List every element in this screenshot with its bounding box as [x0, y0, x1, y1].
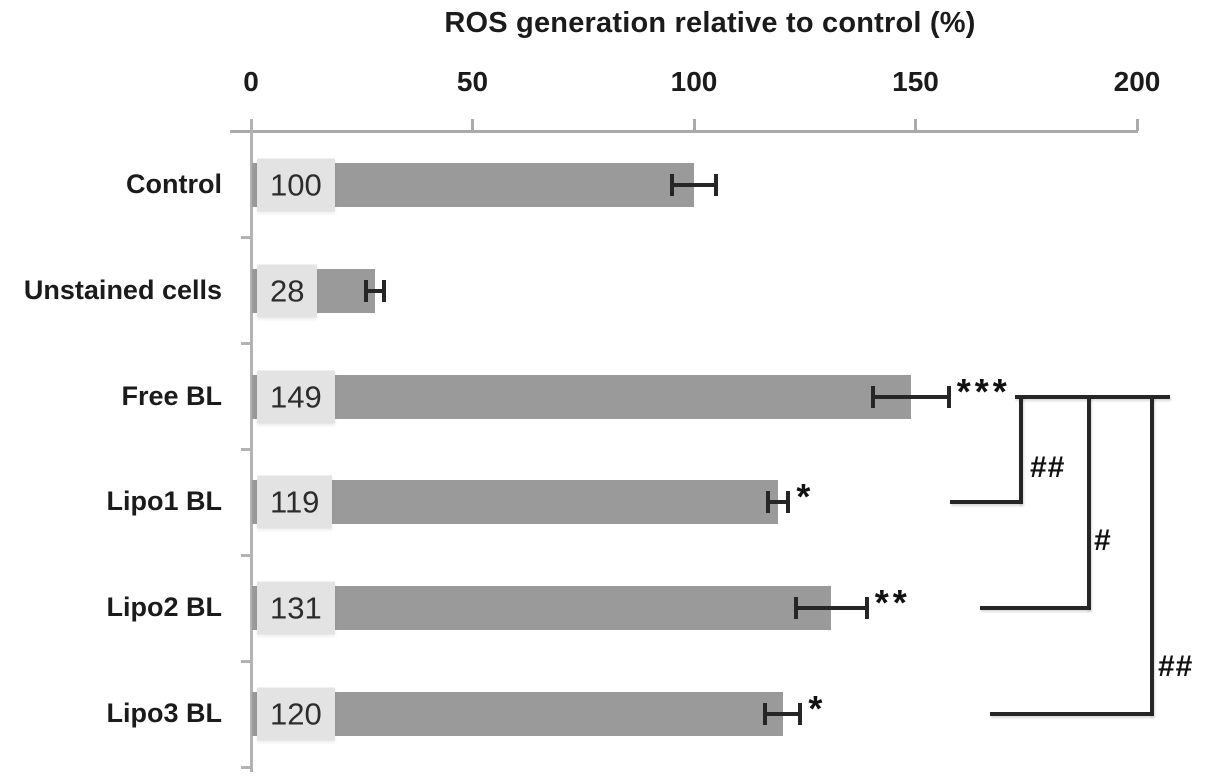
bracket-label-lipo2-bl: # [1094, 524, 1112, 557]
x-axis-tick-label-0: 0 [243, 66, 259, 97]
significance-lipo3-bl: * [808, 688, 827, 730]
y-axis-tick [241, 553, 251, 557]
value-label-lipo3-bl: 120 [257, 687, 335, 741]
category-label-lipo1-bl: Lipo1 BL [106, 486, 223, 517]
error-bar-cap-left-free-bl [871, 385, 876, 408]
error-bar-control [671, 182, 717, 187]
error-bar-cap-right-lipo2-bl [864, 597, 869, 620]
bracket-top-line [1015, 394, 1170, 399]
bar-lipo3-bl [252, 692, 783, 737]
bracket-label-lipo1-bl: ## [1030, 451, 1066, 484]
bracket-label-lipo3-bl: ## [1158, 650, 1194, 683]
significance-free-bl: *** [956, 370, 1011, 412]
x-axis-tick-50 [471, 119, 474, 131]
error-bar-cap-left-lipo2-bl [793, 597, 798, 620]
error-bar-cap-right-lipo3-bl [798, 703, 803, 726]
bracket-vertical-lipo2-bl [1087, 394, 1091, 611]
x-axis-tick-label-50: 50 [456, 66, 489, 97]
y-axis-tick [241, 448, 251, 451]
value-label-lipo1-bl: 119 [257, 475, 333, 529]
y-axis-tick [241, 659, 251, 663]
error-bar-cap-left-lipo1-bl [765, 491, 770, 514]
bracket-vertical-lipo1-bl [1019, 394, 1023, 505]
x-axis-tick-label-200: 200 [1113, 66, 1161, 97]
error-bar-cap-right-lipo1-bl [786, 491, 791, 514]
chart-title: ROS generation relative to control (%) [444, 7, 976, 39]
error-bar-lipo1-bl [767, 500, 789, 505]
bracket-vertical-lipo3-bl [1150, 394, 1154, 717]
category-label-lipo3-bl: Lipo3 BL [106, 697, 223, 728]
category-label-lipo2-bl: Lipo2 BL [106, 592, 223, 623]
error-bar-cap-left-unstained-cells [364, 279, 369, 302]
y-axis-line [250, 119, 253, 772]
bracket-foot-lipo2-bl [980, 606, 1089, 611]
y-axis-tick [241, 342, 251, 346]
error-bar-cap-right-free-bl [946, 385, 951, 408]
bracket-foot-lipo1-bl [950, 500, 1021, 505]
error-bar-unstained-cells [366, 288, 384, 293]
value-label-lipo2-bl: 131 [257, 581, 335, 635]
significance-lipo2-bl: ** [874, 582, 911, 624]
x-axis-tick-200 [1135, 119, 1139, 131]
error-bar-cap-right-control [714, 173, 719, 196]
error-bar-lipo3-bl [764, 712, 801, 717]
category-label-unstained-cells: Unstained cells [23, 274, 222, 305]
y-axis-tick [241, 765, 251, 769]
x-axis-tick-label-150: 150 [892, 66, 939, 97]
bar-lipo2-bl [252, 586, 832, 631]
x-axis-tick-100 [692, 119, 696, 131]
y-axis-tick [241, 236, 251, 240]
value-label-unstained-cells: 28 [257, 264, 318, 318]
error-bar-lipo2-bl [795, 606, 867, 611]
category-label-free-bl: Free BL [121, 380, 222, 411]
bar-lipo1-bl [252, 480, 779, 525]
x-axis-tick-label-100: 100 [670, 66, 718, 97]
x-axis-tick-150 [914, 119, 917, 131]
value-label-control: 100 [257, 158, 335, 212]
error-bar-cap-left-lipo3-bl [762, 703, 767, 726]
bracket-foot-lipo3-bl [990, 712, 1152, 717]
x-axis-line [230, 130, 1138, 133]
error-bar-cap-left-control [669, 173, 674, 196]
error-bar-free-bl [873, 394, 949, 399]
bar-free-bl [252, 374, 912, 419]
significance-lipo1-bl: * [796, 476, 815, 518]
category-label-control: Control [126, 168, 222, 199]
error-bar-cap-right-unstained-cells [381, 279, 386, 302]
value-label-free-bl: 149 [257, 370, 335, 424]
